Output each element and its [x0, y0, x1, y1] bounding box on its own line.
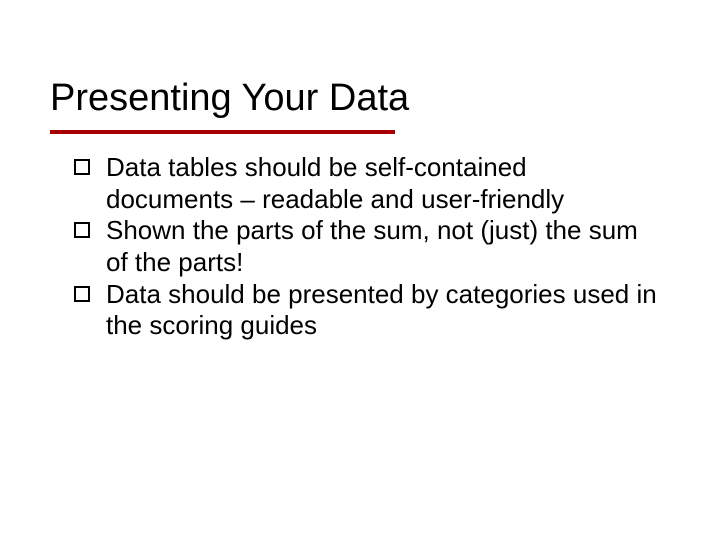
slide: Presenting Your Data Data tables should …	[0, 0, 720, 540]
square-bullet-icon	[74, 159, 90, 175]
square-bullet-icon	[74, 222, 90, 238]
bullet-text: Shown the parts of the sum, not (just) t…	[106, 215, 638, 277]
body-area: Data tables should be self-contained doc…	[0, 134, 720, 342]
list-item: Data tables should be self-contained doc…	[60, 152, 660, 215]
list-item: Data should be presented by categories u…	[60, 279, 660, 342]
slide-title: Presenting Your Data	[50, 78, 670, 120]
bullet-list: Data tables should be self-contained doc…	[60, 152, 660, 342]
list-item: Shown the parts of the sum, not (just) t…	[60, 215, 660, 278]
title-area: Presenting Your Data	[0, 0, 720, 134]
bullet-text: Data tables should be self-contained doc…	[106, 152, 564, 214]
square-bullet-icon	[74, 286, 90, 302]
bullet-text: Data should be presented by categories u…	[106, 279, 657, 341]
